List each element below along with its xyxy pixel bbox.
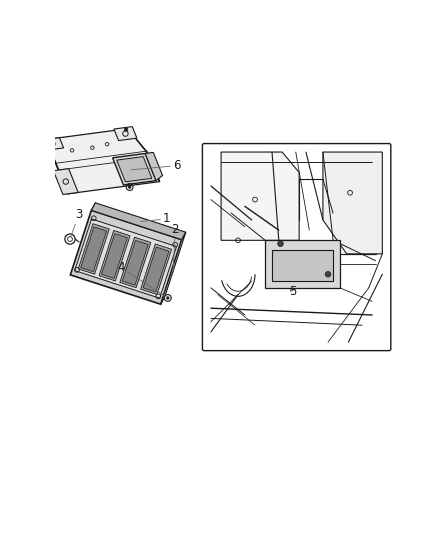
Polygon shape <box>113 154 156 185</box>
Circle shape <box>166 297 169 300</box>
Polygon shape <box>161 232 186 304</box>
Polygon shape <box>81 227 106 272</box>
Polygon shape <box>117 157 152 182</box>
Polygon shape <box>141 244 172 294</box>
Circle shape <box>278 241 283 246</box>
Polygon shape <box>265 240 340 288</box>
Polygon shape <box>221 152 299 240</box>
Polygon shape <box>323 152 382 254</box>
Circle shape <box>164 295 171 301</box>
Text: 5: 5 <box>289 285 296 298</box>
Polygon shape <box>41 138 64 150</box>
Text: 4: 4 <box>117 261 166 296</box>
Polygon shape <box>46 128 159 194</box>
Polygon shape <box>78 224 109 274</box>
Polygon shape <box>75 219 177 298</box>
Polygon shape <box>114 127 137 141</box>
Polygon shape <box>92 203 186 240</box>
Circle shape <box>65 234 75 244</box>
Polygon shape <box>143 247 169 292</box>
Circle shape <box>128 185 131 188</box>
Polygon shape <box>122 240 148 285</box>
Polygon shape <box>71 211 182 304</box>
Polygon shape <box>272 251 333 281</box>
Polygon shape <box>99 230 130 281</box>
Polygon shape <box>53 168 78 195</box>
Text: 1: 1 <box>140 213 170 225</box>
Polygon shape <box>102 233 127 278</box>
Polygon shape <box>120 237 151 288</box>
Polygon shape <box>145 152 162 181</box>
Text: 6: 6 <box>131 159 181 172</box>
Text: 2: 2 <box>172 223 179 270</box>
Circle shape <box>325 271 331 277</box>
Text: 3: 3 <box>71 208 82 237</box>
Circle shape <box>124 128 128 131</box>
